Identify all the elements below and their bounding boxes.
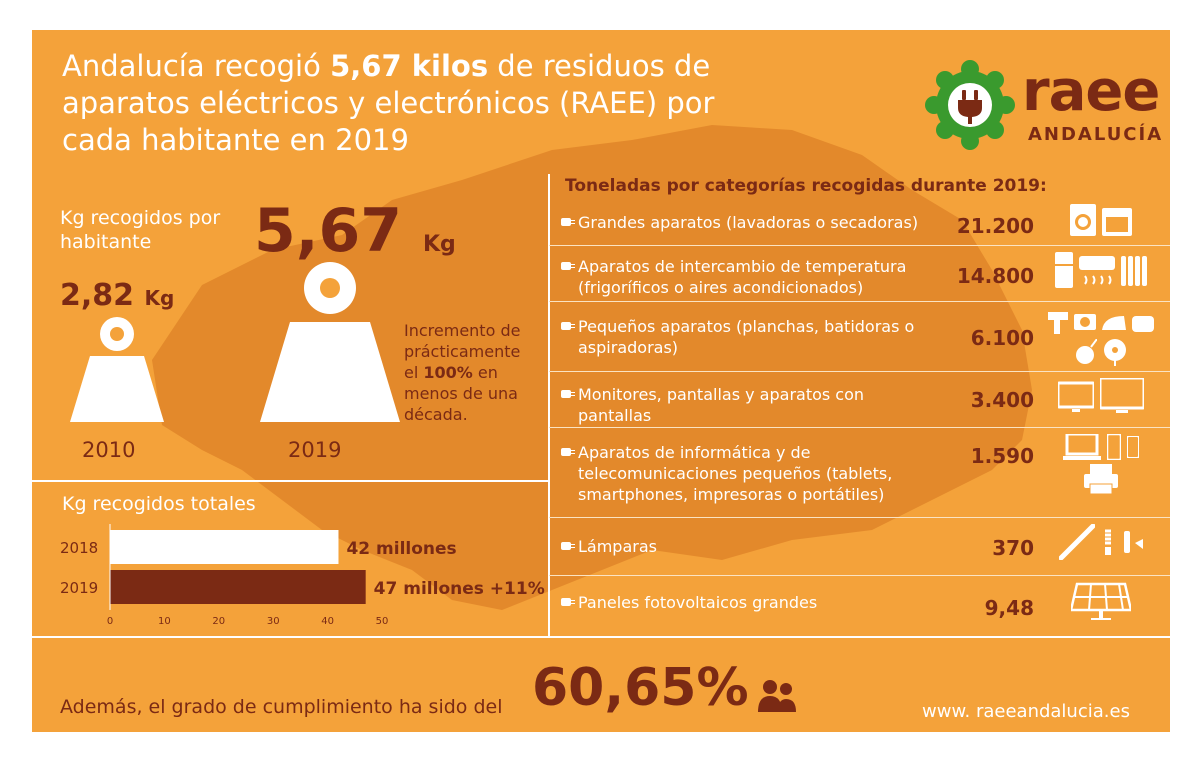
row-divider — [549, 371, 1170, 372]
per-capita-label: Kg recogidos por habitante — [60, 207, 221, 253]
website-link[interactable]: www. raeeandalucia.es — [922, 701, 1130, 722]
plug-bullet-icon — [561, 390, 575, 398]
plug-bullet-icon — [561, 322, 575, 330]
bar-category-label: 2019 — [60, 579, 98, 597]
fridge-icon — [1055, 252, 1073, 288]
row-divider — [549, 517, 1170, 518]
category-label: Paneles fotovoltaicos grandes — [578, 593, 818, 612]
people-icon — [758, 680, 796, 712]
x-tick-label: 20 — [212, 616, 225, 627]
x-tick-label: 30 — [267, 616, 280, 627]
x-tick-label: 10 — [158, 616, 171, 627]
phone-icon — [1127, 436, 1139, 458]
category-row: Aparatos de informática y de telecomunic… — [549, 428, 1170, 518]
x-tick-label: 0 — [107, 616, 113, 627]
tv-icon — [1100, 378, 1144, 413]
plug-bullet-icon — [561, 218, 575, 226]
printer-icon — [1084, 464, 1118, 494]
smartphone-icon — [1107, 434, 1121, 460]
monitor-icon — [1058, 381, 1094, 412]
year-2019: 2019 — [288, 438, 342, 462]
radiator-icon — [1121, 256, 1147, 286]
category-value: 21.200 — [956, 214, 1034, 238]
divider — [32, 636, 1170, 638]
oven-icon — [1102, 208, 1132, 236]
infographic: Andalucía recogió 5,67 kilos de residuos… — [32, 30, 1170, 732]
category-label: Aparatos de informática y de telecomunic… — [578, 443, 893, 504]
vacuum-icon — [1076, 339, 1097, 364]
category-value: 370 — [992, 536, 1034, 560]
row-divider — [549, 427, 1170, 428]
divider — [32, 480, 548, 482]
row-divider — [549, 301, 1170, 302]
category-row: Grandes aparatos (lavadoras o secadoras)… — [549, 198, 1170, 246]
andalucia-map — [152, 125, 1032, 610]
laptop-icon — [1063, 434, 1101, 460]
air-conditioner-icon — [1079, 256, 1115, 285]
category-row: Pequeños aparatos (planchas, batidoras o… — [549, 302, 1170, 372]
category-value: 1.590 — [970, 444, 1034, 468]
plug-bullet-icon — [561, 448, 575, 456]
category-label: Grandes aparatos (lavadoras o secadoras) — [578, 213, 919, 232]
increase-note: Incremento de prácticamente el 100% en m… — [404, 321, 521, 424]
category-row: Aparatos de intercambio de temperatura (… — [549, 246, 1170, 302]
row-divider — [549, 575, 1170, 576]
plug-bullet-icon — [561, 542, 575, 550]
weight-2019-icon — [260, 262, 400, 422]
year-2010: 2010 — [82, 438, 136, 462]
iron-icon — [1102, 316, 1126, 330]
bar-value-label: 42 millones — [346, 539, 456, 559]
lamp-icon — [1124, 531, 1143, 553]
weight-2010-icon — [70, 317, 164, 422]
category-label: Monitores, pantallas y aparatos con pant… — [578, 385, 865, 425]
category-value: 9,48 — [984, 596, 1034, 620]
totals-label: Kg recogidos totales — [62, 493, 256, 515]
x-tick-label: 50 — [376, 616, 389, 627]
value-2019: 5,67 Kg — [254, 196, 456, 266]
totals-chart: 2018 42 millones 2019 47 millones +11% 0 10 20… — [60, 524, 545, 627]
compliance-percent: 60,65% — [532, 658, 749, 718]
category-label: Pequeños aparatos (planchas, batidoras o… — [578, 317, 915, 357]
category-row: Lámparas 370 — [549, 518, 1170, 576]
categories-heading: Toneladas por categorías recogidas duran… — [565, 176, 1047, 196]
value-2010: 2,82 Kg — [60, 278, 175, 313]
category-row: Monitores, pantallas y aparatos con pant… — [549, 372, 1170, 428]
page-title: Andalucía recogió 5,67 kilos de residuos… — [62, 49, 715, 157]
category-label: Lámparas — [578, 537, 657, 556]
fan-icon — [1104, 339, 1126, 366]
plug-bullet-icon — [561, 598, 575, 606]
camera-icon — [1074, 314, 1096, 330]
bar-2018 — [110, 530, 339, 564]
logo-subtitle: ANDALUCÍA — [1028, 124, 1164, 145]
category-value: 3.400 — [970, 388, 1034, 412]
bar-category-label: 2018 — [60, 539, 98, 557]
plug-gear-icon — [925, 60, 1015, 150]
drill-icon — [1048, 312, 1068, 334]
row-divider — [549, 245, 1170, 246]
category-label: Aparatos de intercambio de temperatura (… — [578, 257, 907, 297]
tube-lamp-icon — [1059, 524, 1095, 560]
bar-2019 — [110, 570, 366, 604]
logo-name: raee — [1022, 59, 1160, 124]
category-value: 14.800 — [956, 264, 1034, 288]
bar-value-label: 47 millones +11% — [374, 579, 545, 599]
solar-panel-icon — [1071, 582, 1131, 620]
bulb-icon — [1105, 529, 1111, 555]
washing-machine-icon — [1070, 204, 1096, 236]
compliance-text: Además, el grado de cumplimiento ha sido… — [60, 696, 503, 718]
plug-bullet-icon — [561, 262, 575, 270]
category-row: Paneles fotovoltaicos grandes 9,48 — [549, 576, 1170, 636]
divider — [548, 174, 550, 636]
x-tick-label: 40 — [321, 616, 334, 627]
category-value: 6.100 — [970, 326, 1034, 350]
toaster-icon — [1132, 316, 1154, 332]
